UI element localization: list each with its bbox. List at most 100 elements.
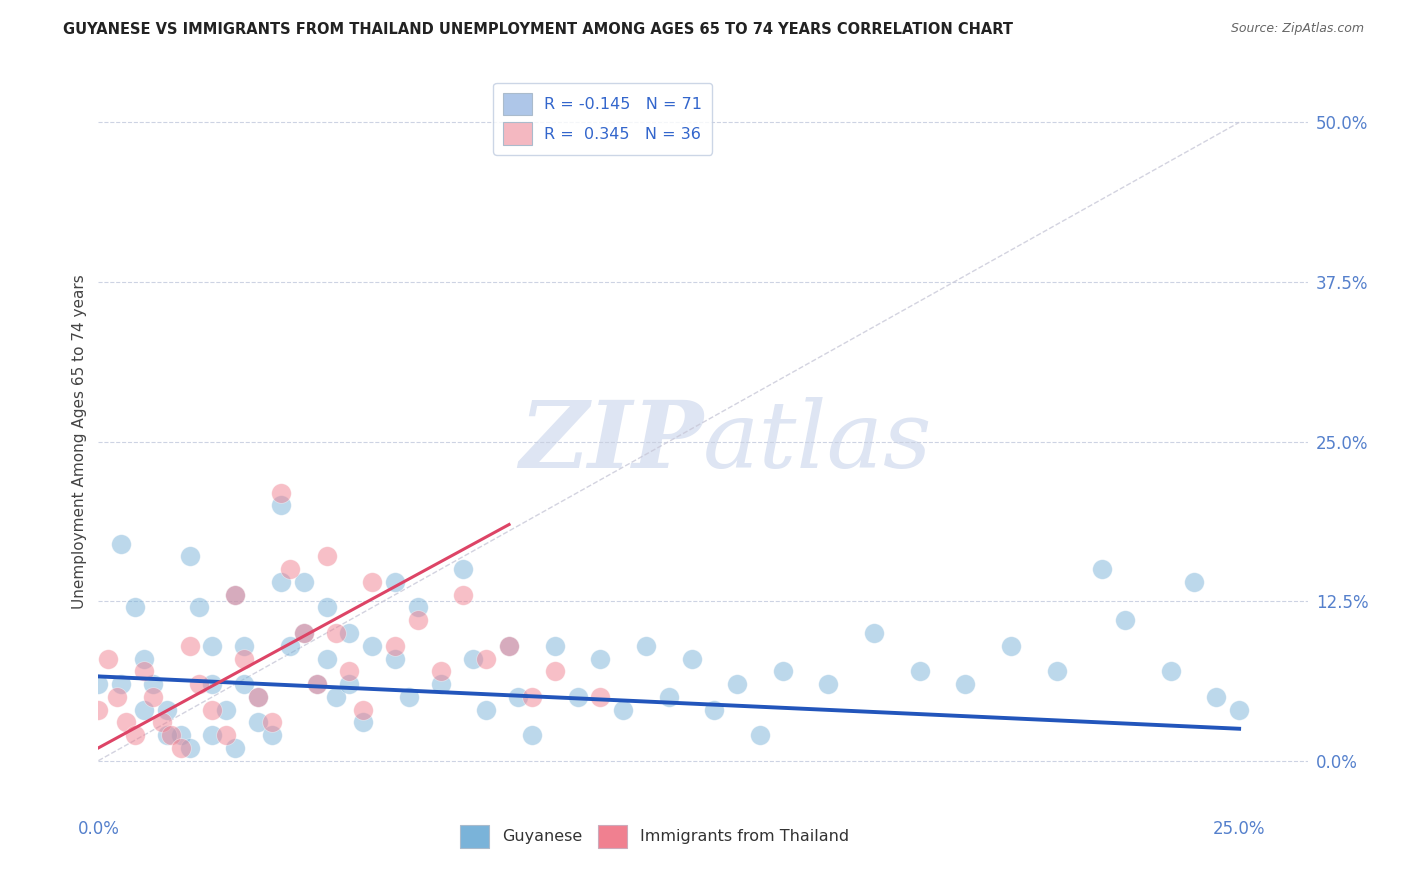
Point <box>233 677 256 691</box>
Point <box>292 626 315 640</box>
Point <box>544 639 567 653</box>
Point <box>1046 665 1069 679</box>
Point <box>260 715 283 730</box>
Point <box>658 690 681 704</box>
Point <box>224 588 246 602</box>
Point <box>384 639 406 653</box>
Point <box>567 690 589 704</box>
Point <box>169 740 191 755</box>
Point <box>544 665 567 679</box>
Point <box>475 651 498 665</box>
Point <box>498 639 520 653</box>
Point <box>110 677 132 691</box>
Point <box>201 677 224 691</box>
Text: atlas: atlas <box>703 397 932 486</box>
Point <box>361 574 384 589</box>
Point <box>725 677 748 691</box>
Point <box>520 728 543 742</box>
Point <box>124 728 146 742</box>
Point <box>292 626 315 640</box>
Point <box>142 677 165 691</box>
Point <box>150 715 173 730</box>
Point <box>247 690 270 704</box>
Point <box>772 665 794 679</box>
Point <box>1160 665 1182 679</box>
Point <box>215 703 238 717</box>
Point <box>187 677 209 691</box>
Point <box>105 690 128 704</box>
Point <box>233 651 256 665</box>
Point <box>406 600 429 615</box>
Point <box>475 703 498 717</box>
Point <box>498 639 520 653</box>
Point <box>361 639 384 653</box>
Point <box>703 703 725 717</box>
Point <box>384 574 406 589</box>
Point <box>160 728 183 742</box>
Point <box>955 677 977 691</box>
Point <box>307 677 329 691</box>
Point <box>201 703 224 717</box>
Point <box>1205 690 1227 704</box>
Point <box>337 677 360 691</box>
Point <box>142 690 165 704</box>
Point <box>87 703 110 717</box>
Point <box>384 651 406 665</box>
Point <box>233 639 256 653</box>
Point <box>429 677 451 691</box>
Text: ZIP: ZIP <box>519 397 703 486</box>
Text: GUYANESE VS IMMIGRANTS FROM THAILAND UNEMPLOYMENT AMONG AGES 65 TO 74 YEARS CORR: GUYANESE VS IMMIGRANTS FROM THAILAND UNE… <box>63 22 1014 37</box>
Point <box>187 600 209 615</box>
Point <box>124 600 146 615</box>
Y-axis label: Unemployment Among Ages 65 to 74 years: Unemployment Among Ages 65 to 74 years <box>72 274 87 609</box>
Point <box>337 665 360 679</box>
Point <box>325 626 347 640</box>
Point <box>453 562 475 576</box>
Point <box>307 677 329 691</box>
Point <box>96 651 118 665</box>
Point <box>156 703 179 717</box>
Point <box>87 677 110 691</box>
Point <box>315 651 337 665</box>
Point <box>508 690 530 704</box>
Point <box>179 639 201 653</box>
Point <box>114 715 136 730</box>
Point <box>1091 562 1114 576</box>
Legend: Guyanese, Immigrants from Thailand: Guyanese, Immigrants from Thailand <box>453 817 856 855</box>
Point <box>352 715 374 730</box>
Point <box>132 703 155 717</box>
Point <box>215 728 238 742</box>
Point <box>179 549 201 564</box>
Point <box>224 740 246 755</box>
Point <box>278 639 301 653</box>
Point <box>1114 613 1136 627</box>
Point <box>278 562 301 576</box>
Point <box>156 728 179 742</box>
Point <box>398 690 420 704</box>
Text: Source: ZipAtlas.com: Source: ZipAtlas.com <box>1230 22 1364 36</box>
Point <box>406 613 429 627</box>
Point <box>429 665 451 679</box>
Point <box>260 728 283 742</box>
Point <box>247 690 270 704</box>
Point <box>589 690 612 704</box>
Point <box>1227 703 1250 717</box>
Point <box>681 651 703 665</box>
Point <box>315 600 337 615</box>
Point <box>315 549 337 564</box>
Point <box>169 728 191 742</box>
Point <box>110 536 132 550</box>
Point <box>224 588 246 602</box>
Point <box>1182 574 1205 589</box>
Point <box>201 728 224 742</box>
Point <box>132 651 155 665</box>
Point <box>247 715 270 730</box>
Point <box>817 677 839 691</box>
Point <box>461 651 484 665</box>
Point <box>337 626 360 640</box>
Point <box>325 690 347 704</box>
Point <box>352 703 374 717</box>
Point <box>201 639 224 653</box>
Point <box>520 690 543 704</box>
Point <box>634 639 657 653</box>
